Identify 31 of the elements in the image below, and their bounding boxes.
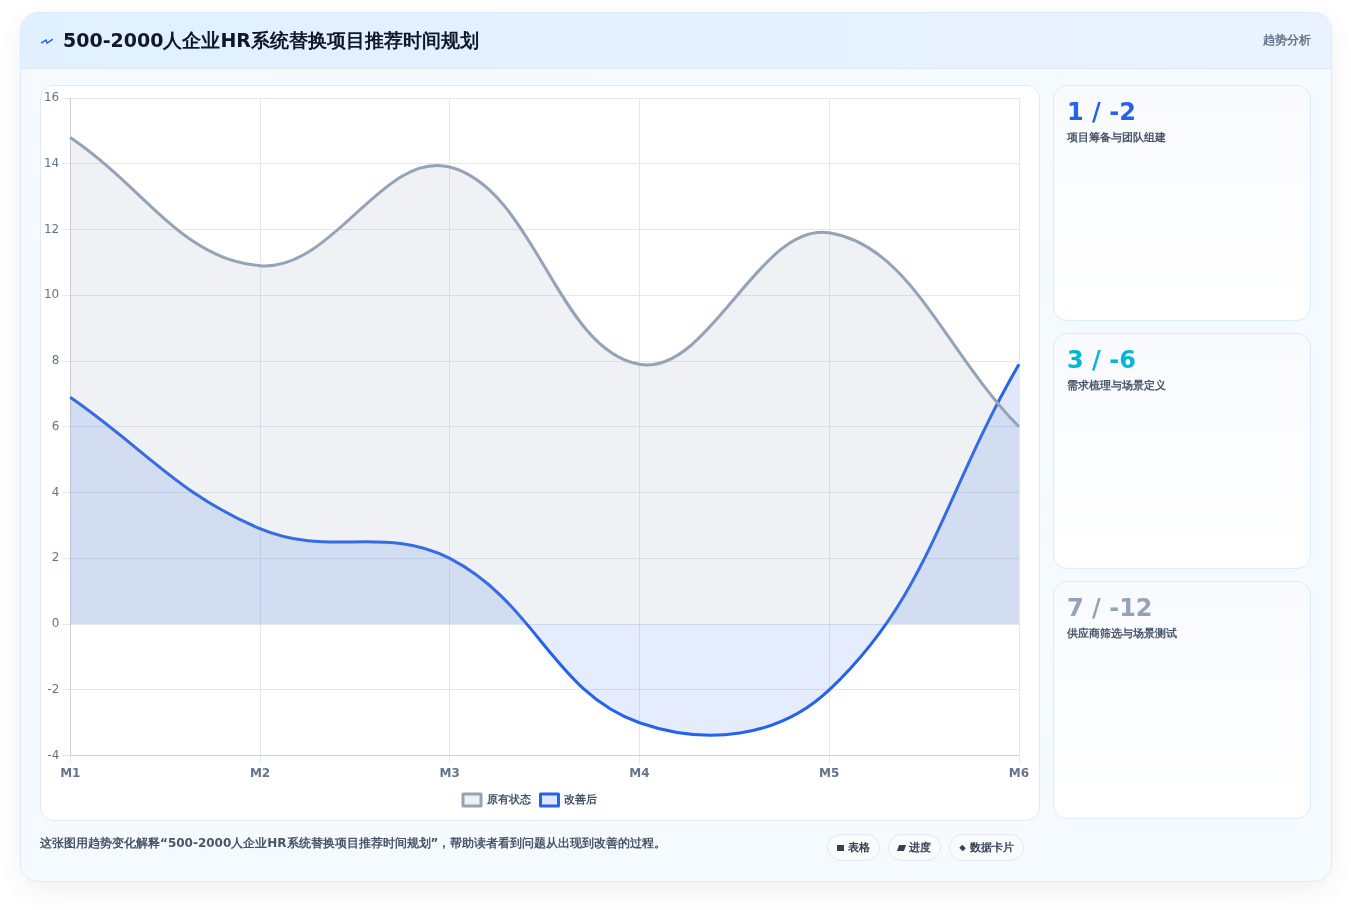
text: 供应商筛选与场景测试 bbox=[1067, 626, 1178, 641]
y-tick-label: 12 bbox=[43, 221, 60, 236]
text: 需求梳理与场景定义 bbox=[1067, 378, 1167, 393]
x-tick-label: M5 bbox=[819, 765, 840, 780]
text: 1 / -2 bbox=[1067, 98, 1137, 126]
y-tick-label: -4 bbox=[47, 747, 60, 762]
text: 趋势分析 bbox=[1263, 32, 1311, 49]
y-tick-label: 2 bbox=[51, 550, 60, 565]
legend-label: 原有状态 bbox=[485, 792, 532, 806]
chart-title: 500-2000人企业HR系统替换项目推荐时间规划 bbox=[63, 27, 479, 53]
y-tick-label: 10 bbox=[43, 287, 60, 302]
x-tick-label: M6 bbox=[1008, 765, 1030, 780]
y-tick-label: 0 bbox=[51, 616, 60, 631]
text: 项目筹备与团队组建 bbox=[1067, 130, 1167, 145]
x-tick-label: M4 bbox=[629, 765, 650, 780]
x-tick-label: M3 bbox=[439, 765, 460, 780]
y-tick-label: -2 bbox=[47, 681, 60, 696]
y-tick-label: 14 bbox=[43, 155, 60, 170]
y-tick-label: 4 bbox=[51, 484, 60, 499]
x-tick-label: M1 bbox=[60, 765, 81, 780]
text: 3 / -6 bbox=[1067, 346, 1137, 374]
y-tick-label: 8 bbox=[51, 353, 60, 368]
legend-label: 改善后 bbox=[564, 792, 597, 806]
x-tick-label: M2 bbox=[249, 765, 271, 780]
text: 数据卡片 bbox=[970, 840, 1014, 855]
y-tick-label: 16 bbox=[43, 90, 60, 105]
text: 这张图用趋势变化解释“500-2000人企业HR系统替换项目推荐时间规划”，帮助读者看到问题从出现到改善的过程。 bbox=[40, 835, 668, 852]
y-tick-label: 6 bbox=[51, 418, 60, 433]
text: 7 / -12 bbox=[1067, 594, 1154, 622]
text: 表格 bbox=[848, 840, 870, 855]
text: 进度 bbox=[909, 840, 931, 855]
